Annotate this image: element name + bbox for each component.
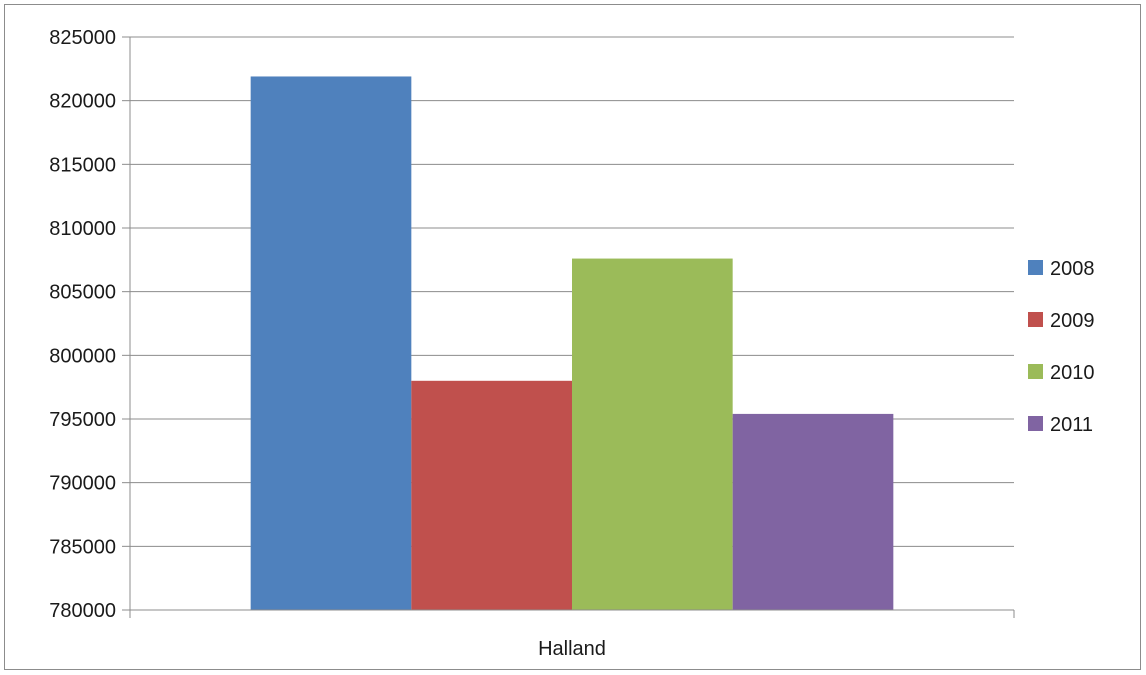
y-tick-label: 825000 — [49, 27, 116, 49]
bar-2011 — [732, 413, 894, 610]
legend-swatch-2009 — [1028, 312, 1043, 327]
bar-2008 — [250, 76, 412, 611]
legend-swatch-2011 — [1028, 416, 1043, 431]
legend-label-2011: 2011 — [1050, 414, 1093, 436]
y-tick-label: 800000 — [49, 345, 116, 367]
bars — [250, 76, 894, 611]
y-tick-label: 805000 — [49, 282, 116, 304]
y-tick-label: 815000 — [49, 154, 116, 176]
y-tick-label: 795000 — [49, 409, 116, 431]
legend-swatch-2010 — [1028, 364, 1043, 379]
bar-2009 — [411, 380, 572, 610]
axes: 780000 785000 790000 795000 800000 805000 8100… — [49, 27, 1015, 660]
legend-label-2008: 2008 — [1050, 258, 1095, 280]
y-tick-label: 780000 — [49, 600, 116, 622]
y-tick-label: 785000 — [49, 536, 116, 558]
y-tick-label: 810000 — [49, 218, 116, 240]
y-tick-label: 790000 — [49, 473, 116, 495]
legend-label-2009: 2009 — [1050, 310, 1095, 332]
x-tick-label: Halland — [538, 638, 606, 660]
legend: 2008 2009 2010 2011 — [1028, 258, 1095, 436]
y-tick-label: 820000 — [49, 91, 116, 113]
legend-label-2010: 2010 — [1050, 362, 1095, 384]
legend-swatch-2008 — [1028, 260, 1043, 275]
bar-2010 — [572, 258, 733, 610]
